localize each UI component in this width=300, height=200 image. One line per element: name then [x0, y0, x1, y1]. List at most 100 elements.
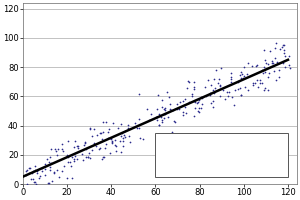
- Point: [280, 62, 285, 65]
- Point: [88, 156, 93, 159]
- Point: [218, 66, 223, 69]
- Point: [155, 116, 160, 119]
- Point: [235, 88, 240, 91]
- Point: [49, 161, 53, 165]
- Point: [254, 79, 259, 82]
- Point: [72, 159, 76, 162]
- Point: [193, 100, 198, 104]
- Point: [187, 101, 192, 104]
- Point: [99, 132, 103, 135]
- Point: [241, 66, 246, 69]
- Point: [24, 168, 29, 171]
- Point: [48, 169, 52, 172]
- Point: [153, 115, 158, 118]
- Point: [167, 95, 172, 99]
- Point: [221, 89, 226, 92]
- Point: [40, 169, 45, 172]
- Point: [196, 98, 201, 101]
- Point: [60, 147, 64, 150]
- Point: [185, 136, 190, 139]
- Point: [164, 91, 169, 94]
- Point: [27, 166, 32, 170]
- Point: [202, 85, 207, 88]
- Point: [281, 44, 286, 47]
- Point: [266, 89, 270, 92]
- Point: [177, 107, 182, 110]
- Point: [263, 61, 268, 65]
- Point: [181, 111, 185, 114]
- Point: [161, 112, 166, 115]
- Point: [109, 136, 114, 139]
- Point: [47, 181, 52, 184]
- Point: [72, 140, 77, 143]
- Point: [68, 165, 73, 168]
- Point: [121, 136, 125, 139]
- Point: [106, 127, 111, 130]
- Point: [24, 174, 29, 177]
- Point: [123, 136, 128, 139]
- Point: [159, 120, 164, 123]
- Point: [286, 54, 291, 58]
- Point: [126, 123, 131, 126]
- Point: [122, 133, 126, 136]
- Point: [271, 69, 276, 73]
- Point: [154, 118, 159, 122]
- Point: [198, 107, 203, 110]
- Point: [209, 101, 214, 104]
- Point: [31, 170, 36, 173]
- Point: [261, 72, 266, 75]
- Point: [154, 108, 159, 111]
- Point: [239, 93, 244, 97]
- Point: [194, 101, 199, 104]
- Point: [172, 120, 176, 123]
- Point: [110, 141, 114, 144]
- Point: [195, 101, 200, 104]
- Point: [82, 144, 87, 147]
- Point: [244, 73, 249, 76]
- Point: [32, 180, 37, 183]
- Point: [193, 106, 198, 109]
- Point: [239, 73, 244, 76]
- Point: [76, 144, 80, 148]
- Point: [113, 144, 118, 147]
- Point: [83, 147, 88, 151]
- Point: [257, 78, 262, 82]
- Point: [80, 158, 85, 161]
- Point: [245, 88, 250, 91]
- Point: [75, 157, 80, 161]
- Point: [71, 158, 76, 161]
- Point: [261, 49, 266, 52]
- Point: [42, 174, 47, 177]
- Point: [254, 63, 259, 67]
- Point: [183, 97, 188, 100]
- Point: [271, 62, 276, 65]
- Point: [185, 86, 190, 89]
- Point: [177, 101, 182, 104]
- Point: [140, 137, 145, 140]
- Point: [98, 146, 102, 150]
- Point: [212, 92, 217, 95]
- Point: [25, 182, 30, 186]
- Point: [257, 81, 262, 85]
- Point: [53, 148, 58, 151]
- Point: [217, 83, 222, 86]
- Point: [191, 99, 196, 103]
- Point: [108, 137, 112, 140]
- Point: [207, 91, 212, 95]
- Point: [116, 126, 121, 129]
- Point: [283, 54, 287, 58]
- Point: [155, 93, 160, 97]
- Point: [108, 138, 113, 141]
- Point: [29, 171, 34, 174]
- Point: [173, 120, 178, 124]
- Point: [266, 62, 271, 65]
- Point: [70, 177, 75, 180]
- Point: [69, 155, 74, 158]
- Point: [100, 137, 105, 141]
- Point: [123, 130, 128, 133]
- Point: [32, 164, 37, 167]
- Point: [76, 146, 81, 149]
- Point: [110, 141, 114, 144]
- Point: [118, 134, 123, 137]
- Point: [273, 56, 278, 60]
